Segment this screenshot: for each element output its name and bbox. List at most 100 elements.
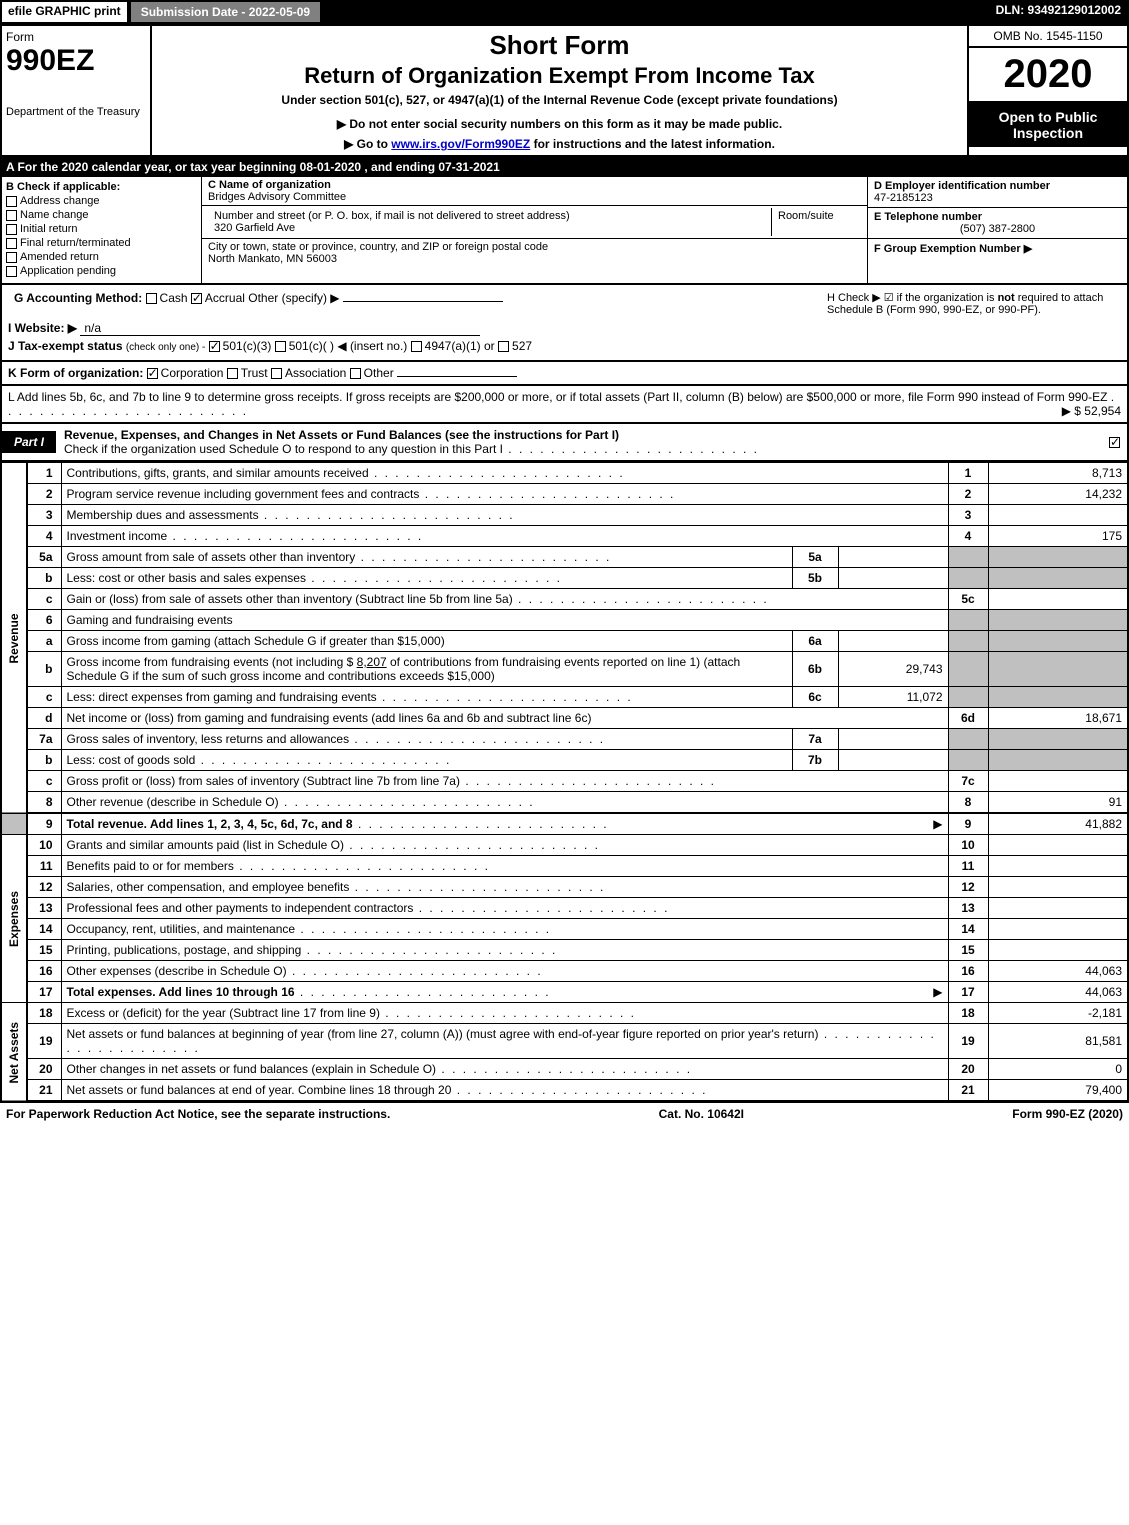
chk-501c[interactable] <box>275 341 286 352</box>
main-title: Return of Organization Exempt From Incom… <box>158 63 961 89</box>
val-17: 44,063 <box>988 982 1128 1003</box>
ein-value: 47-2185123 <box>874 192 1121 204</box>
entity-info: B Check if applicable: Address change Na… <box>0 177 1129 285</box>
part1-tab: Part I <box>2 431 56 453</box>
chk-amended-return[interactable]: Amended return <box>6 251 197 263</box>
chk-trust[interactable] <box>227 368 238 379</box>
val-9: 41,882 <box>988 813 1128 835</box>
form-org-label: K Form of organization: <box>8 366 143 380</box>
line-4: 4 Investment income 4 175 <box>1 526 1128 547</box>
val-8: 91 <box>988 792 1128 814</box>
val-21: 79,400 <box>988 1080 1128 1102</box>
room-suite-label: Room/suite <box>771 208 861 236</box>
box-f: F Group Exemption Number ▶ <box>868 239 1127 258</box>
page-footer: For Paperwork Reduction Act Notice, see … <box>0 1102 1129 1125</box>
line-10: Expenses 10 Grants and similar amounts p… <box>1 835 1128 856</box>
line-5b: b Less: cost or other basis and sales ex… <box>1 568 1128 589</box>
expenses-sidelabel: Expenses <box>1 835 27 1003</box>
val-10 <box>988 835 1128 856</box>
line-6a: a Gross income from gaming (attach Sched… <box>1 631 1128 652</box>
warning-ssn: ▶ Do not enter social security numbers o… <box>158 117 961 131</box>
header-right: OMB No. 1545-1150 2020 Open to Public In… <box>967 26 1127 155</box>
chk-501c3[interactable] <box>209 341 220 352</box>
efile-label: efile GRAPHIC print <box>0 0 129 24</box>
box-g: G Accounting Method: Cash Accrual Other … <box>8 289 821 318</box>
line-6d: d Net income or (loss) from gaming and f… <box>1 708 1128 729</box>
tax-exempt-label: J Tax-exempt status <box>8 339 123 353</box>
line-19: 19 Net assets or fund balances at beginn… <box>1 1024 1128 1059</box>
val-6c: 11,072 <box>838 687 948 708</box>
chk-4947[interactable] <box>411 341 422 352</box>
line-12: 12 Salaries, other compensation, and emp… <box>1 877 1128 898</box>
box-b: B Check if applicable: Address change Na… <box>2 177 202 283</box>
irs-link[interactable]: www.irs.gov/Form990EZ <box>391 137 530 151</box>
chk-accrual[interactable] <box>191 293 202 304</box>
goto-post: for instructions and the latest informat… <box>534 137 775 151</box>
chk-527[interactable] <box>498 341 509 352</box>
line-15: 15 Printing, publications, postage, and … <box>1 940 1128 961</box>
box-j: J Tax-exempt status (check only one) - 5… <box>8 339 1121 353</box>
chk-address-change[interactable]: Address change <box>6 195 197 207</box>
val-5c <box>988 589 1128 610</box>
open-to-public: Open to Public Inspection <box>969 103 1127 147</box>
val-11 <box>988 856 1128 877</box>
line-16: 16 Other expenses (describe in Schedule … <box>1 961 1128 982</box>
chk-initial-return[interactable]: Initial return <box>6 223 197 235</box>
val-20: 0 <box>988 1059 1128 1080</box>
line-9: 9 Total revenue. Add lines 1, 2, 3, 4, 5… <box>1 813 1128 835</box>
chk-cash[interactable] <box>146 293 157 304</box>
line-21: 21 Net assets or fund balances at end of… <box>1 1080 1128 1102</box>
city-value: North Mankato, MN 56003 <box>208 253 337 265</box>
chk-other-org[interactable] <box>350 368 361 379</box>
form-word: Form <box>6 30 146 44</box>
chk-association[interactable] <box>271 368 282 379</box>
box-b-title: B Check if applicable: <box>6 181 197 193</box>
revenue-sidelabel: Revenue <box>1 463 27 814</box>
chk-application-pending[interactable]: Application pending <box>6 265 197 277</box>
goto-pre: ▶ Go to <box>344 137 391 151</box>
other-specify-line[interactable] <box>343 301 503 302</box>
group-exemption-label: F Group Exemption Number ▶ <box>874 243 1032 255</box>
line-7a: 7a Gross sales of inventory, less return… <box>1 729 1128 750</box>
form-number: 990EZ <box>6 44 146 78</box>
val-6b: 29,743 <box>838 652 948 687</box>
val-2: 14,232 <box>988 484 1128 505</box>
accounting-schedule-row: G Accounting Method: Cash Accrual Other … <box>0 285 1129 362</box>
catalog-number: Cat. No. 10642I <box>659 1107 744 1121</box>
part1-table: Revenue 1 Contributions, gifts, grants, … <box>0 462 1129 1102</box>
chk-name-change[interactable]: Name change <box>6 209 197 221</box>
line-7c: c Gross profit or (loss) from sales of i… <box>1 771 1128 792</box>
val-1: 8,713 <box>988 463 1128 484</box>
omb-number: OMB No. 1545-1150 <box>969 26 1127 48</box>
city-label: City or town, state or province, country… <box>208 241 548 253</box>
line-13: 13 Professional fees and other payments … <box>1 898 1128 919</box>
org-name: Bridges Advisory Committee <box>208 191 346 203</box>
org-name-row: C Name of organization Bridges Advisory … <box>202 177 867 206</box>
val-12 <box>988 877 1128 898</box>
chk-final-return[interactable]: Final return/terminated <box>6 237 197 249</box>
part1-schedule-o-check[interactable] <box>1105 431 1127 453</box>
other-org-line[interactable] <box>397 376 517 377</box>
org-name-label: C Name of organization <box>208 179 331 191</box>
box-c: C Name of organization Bridges Advisory … <box>202 177 867 283</box>
line-6: 6 Gaming and fundraising events <box>1 610 1128 631</box>
subtitle: Under section 501(c), 527, or 4947(a)(1)… <box>158 93 961 107</box>
val-7c <box>988 771 1128 792</box>
header-center: Short Form Return of Organization Exempt… <box>152 26 967 155</box>
form-header: Form 990EZ Department of the Treasury Sh… <box>0 24 1129 157</box>
line-1: Revenue 1 Contributions, gifts, grants, … <box>1 463 1128 484</box>
val-3 <box>988 505 1128 526</box>
line-2: 2 Program service revenue including gove… <box>1 484 1128 505</box>
street-row: Number and street (or P. O. box, if mail… <box>202 206 867 239</box>
gross-receipts: ▶ $ 52,954 <box>1062 404 1121 418</box>
chk-corporation[interactable] <box>147 368 158 379</box>
paperwork-notice: For Paperwork Reduction Act Notice, see … <box>6 1107 390 1121</box>
part1-header: Part I Revenue, Expenses, and Changes in… <box>0 424 1129 462</box>
submission-date: Submission Date - 2022-05-09 <box>129 0 322 24</box>
line-7b: b Less: cost of goods sold 7b <box>1 750 1128 771</box>
form-id-block: Form 990EZ Department of the Treasury <box>2 26 152 155</box>
val-18: -2,181 <box>988 1003 1128 1024</box>
ein-label: D Employer identification number <box>874 180 1121 192</box>
phone-label: E Telephone number <box>874 211 1121 223</box>
department: Department of the Treasury <box>6 106 146 118</box>
